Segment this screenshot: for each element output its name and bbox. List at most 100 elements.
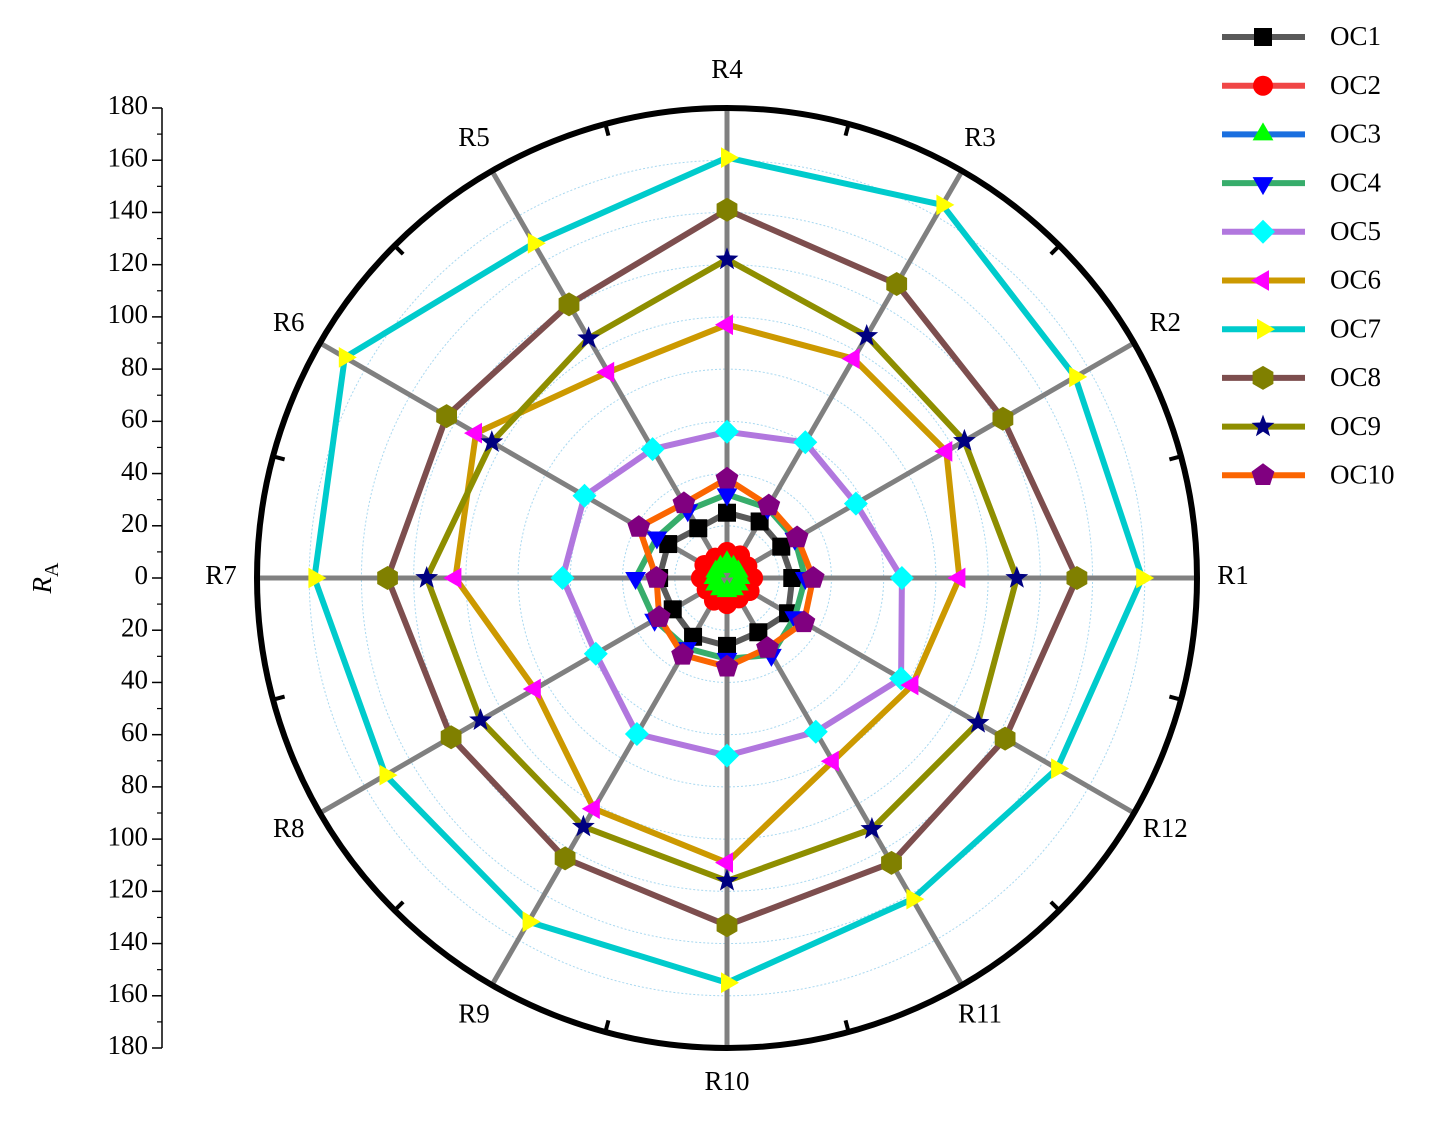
y-tick-label: 160	[108, 142, 149, 172]
marker	[558, 292, 580, 317]
series	[627, 466, 825, 677]
category-label: R11	[958, 998, 1002, 1028]
legend-label: OC6	[1330, 265, 1381, 295]
marker	[659, 535, 678, 554]
marker	[785, 525, 809, 548]
marker	[820, 750, 839, 772]
marker	[1252, 177, 1274, 196]
marker	[715, 852, 733, 873]
marker	[749, 623, 768, 642]
marker	[886, 272, 908, 296]
marker	[855, 324, 879, 346]
marker	[1251, 463, 1275, 485]
marker	[583, 641, 608, 666]
marker	[522, 678, 541, 700]
legend-label: OC5	[1330, 216, 1381, 246]
marker	[721, 147, 739, 168]
marker	[803, 719, 828, 744]
y-tick-label: 40	[121, 456, 148, 486]
marker	[716, 488, 738, 507]
outer-tick	[393, 244, 405, 256]
outer-tick	[843, 1019, 851, 1033]
marker	[527, 232, 546, 254]
series	[690, 541, 764, 615]
marker	[671, 642, 694, 665]
marker	[577, 326, 600, 348]
marker	[1251, 414, 1275, 437]
category-label: R9	[458, 998, 490, 1028]
outer-tick	[1168, 694, 1182, 702]
legend-label: OC10	[1330, 460, 1395, 490]
marker	[966, 710, 990, 733]
marker	[308, 567, 327, 589]
marker	[469, 708, 492, 730]
series	[550, 419, 914, 768]
series	[443, 314, 966, 873]
marker	[1257, 318, 1275, 340]
y-tick-label: 160	[108, 978, 149, 1008]
marker	[715, 419, 739, 444]
outer-tick	[603, 123, 611, 137]
marker	[715, 654, 739, 677]
y-tick-label: 140	[108, 926, 149, 956]
y-tick-label: 40	[121, 665, 148, 695]
marker	[1254, 28, 1272, 46]
y-tick-label: 100	[108, 299, 149, 329]
outer-tick	[272, 454, 286, 462]
marker	[625, 572, 646, 590]
marker	[1252, 365, 1274, 390]
series	[377, 197, 1088, 938]
legend-label: OC3	[1330, 119, 1381, 149]
marker	[647, 605, 671, 627]
marker	[377, 566, 398, 590]
y-tick-label: 180	[108, 1030, 149, 1060]
marker	[1005, 566, 1029, 588]
outer-tick	[1168, 454, 1182, 462]
y-tick-label: 20	[121, 508, 148, 538]
marker	[1069, 366, 1088, 388]
marker	[1051, 758, 1070, 779]
legend-label: OC4	[1330, 167, 1382, 197]
marker	[843, 491, 868, 516]
category-label: R6	[273, 307, 305, 337]
marker	[716, 913, 738, 938]
outer-tick	[843, 123, 851, 137]
y-tick-label: 20	[121, 612, 148, 642]
marker	[554, 846, 576, 871]
category-label: R5	[458, 122, 490, 152]
marker	[596, 361, 615, 383]
marker	[841, 348, 860, 369]
y-tick-label: 80	[121, 769, 148, 799]
marker	[689, 519, 708, 538]
marker	[480, 430, 504, 452]
marker	[436, 404, 457, 429]
marker	[906, 888, 925, 910]
marker	[1136, 567, 1155, 589]
category-label: R4	[711, 54, 743, 84]
marker	[715, 743, 739, 768]
outer-tick	[1049, 900, 1061, 912]
marker	[715, 868, 739, 891]
category-label: R3	[964, 122, 996, 152]
category-label: R8	[273, 813, 305, 843]
marker	[338, 347, 357, 368]
marker	[572, 483, 597, 508]
marker	[953, 428, 976, 451]
category-label: R10	[704, 1066, 749, 1096]
series	[703, 550, 751, 598]
marker	[718, 503, 736, 522]
marker	[640, 437, 665, 462]
marker	[715, 314, 733, 336]
outer-tick	[1049, 244, 1061, 256]
marker	[627, 515, 651, 537]
legend-label: OC7	[1330, 313, 1381, 343]
category-label: R7	[205, 560, 237, 590]
marker	[992, 406, 1014, 431]
y-tick-label: 140	[108, 195, 149, 225]
marker	[881, 850, 902, 875]
marker	[581, 798, 600, 819]
legend-label: OC8	[1330, 362, 1381, 392]
marker	[947, 567, 966, 589]
series	[308, 147, 1155, 994]
